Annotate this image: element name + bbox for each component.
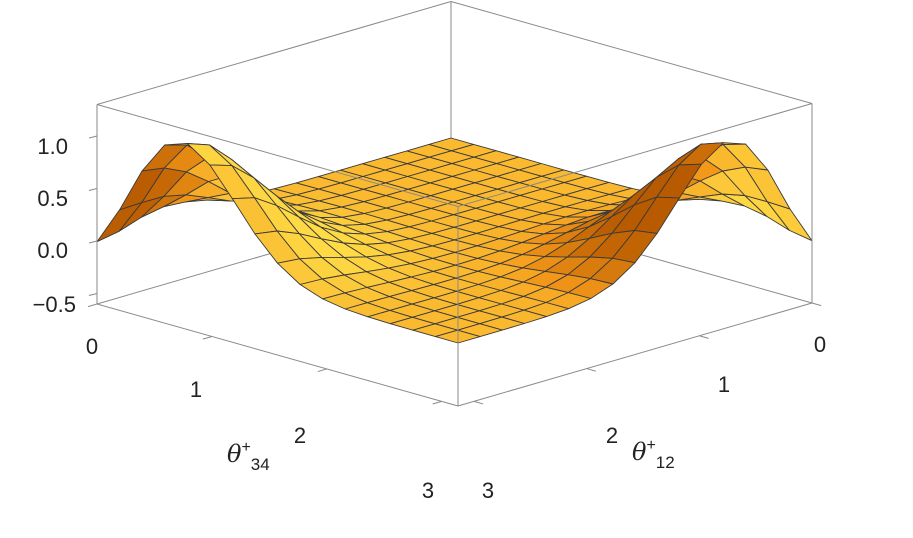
z-axis-ticks: 1.0 0.5 0.0 −0.5 xyxy=(33,134,76,317)
y-axis-label: θ+34 xyxy=(227,439,270,474)
z-tick-label: 0.5 xyxy=(37,186,68,211)
x-tick-label: 0 xyxy=(814,332,826,357)
box-edge xyxy=(457,302,813,407)
x-axis-label-sub: 12 xyxy=(656,453,675,472)
x-tick-mark xyxy=(699,335,709,339)
z-tick-mark xyxy=(88,135,98,139)
y-axis-label-sup: + xyxy=(241,439,250,456)
x-axis-label-sup: + xyxy=(646,437,655,454)
y-axis-label-sub: 34 xyxy=(251,455,270,474)
x-tick-label: 3 xyxy=(482,478,494,503)
x-axis-label-main: θ xyxy=(632,438,647,466)
box-front-edges xyxy=(87,103,822,407)
y-axis-label-main: θ xyxy=(227,440,242,468)
y-tick-label: 2 xyxy=(294,423,306,448)
x-axis-label: θ+12 xyxy=(632,437,675,472)
z-tick-label: 0.0 xyxy=(37,238,68,263)
z-tick-mark xyxy=(88,293,98,296)
box-edge xyxy=(96,1,452,105)
z-tick-mark xyxy=(88,188,98,191)
y-tick-label: 3 xyxy=(422,478,434,503)
y-tick-mark xyxy=(87,303,98,308)
x-tick-mark xyxy=(586,368,596,372)
y-tick-label: 1 xyxy=(190,377,202,402)
box-edge xyxy=(457,103,813,207)
box-edge xyxy=(450,1,813,104)
z-tick-label: 1.0 xyxy=(37,134,68,159)
box-edge xyxy=(96,303,459,407)
surface-mesh xyxy=(96,137,813,344)
x-tick-label: 2 xyxy=(606,423,618,448)
z-tick-mark xyxy=(88,240,98,244)
surface-patch xyxy=(96,202,143,243)
y-tick-mark xyxy=(432,400,442,405)
y-axis-ticks: 0 1 2 3 xyxy=(86,334,434,503)
x-tick-mark xyxy=(473,400,484,405)
x-tick-mark xyxy=(811,302,822,307)
y-tick-label: 0 xyxy=(86,334,98,359)
y-tick-mark xyxy=(317,368,327,373)
x-tick-label: 1 xyxy=(718,372,730,397)
z-tick-label: −0.5 xyxy=(33,292,76,317)
box-edge xyxy=(96,104,459,207)
x-axis-ticks: 3 2 1 0 xyxy=(482,332,826,503)
y-tick-mark xyxy=(202,335,213,340)
